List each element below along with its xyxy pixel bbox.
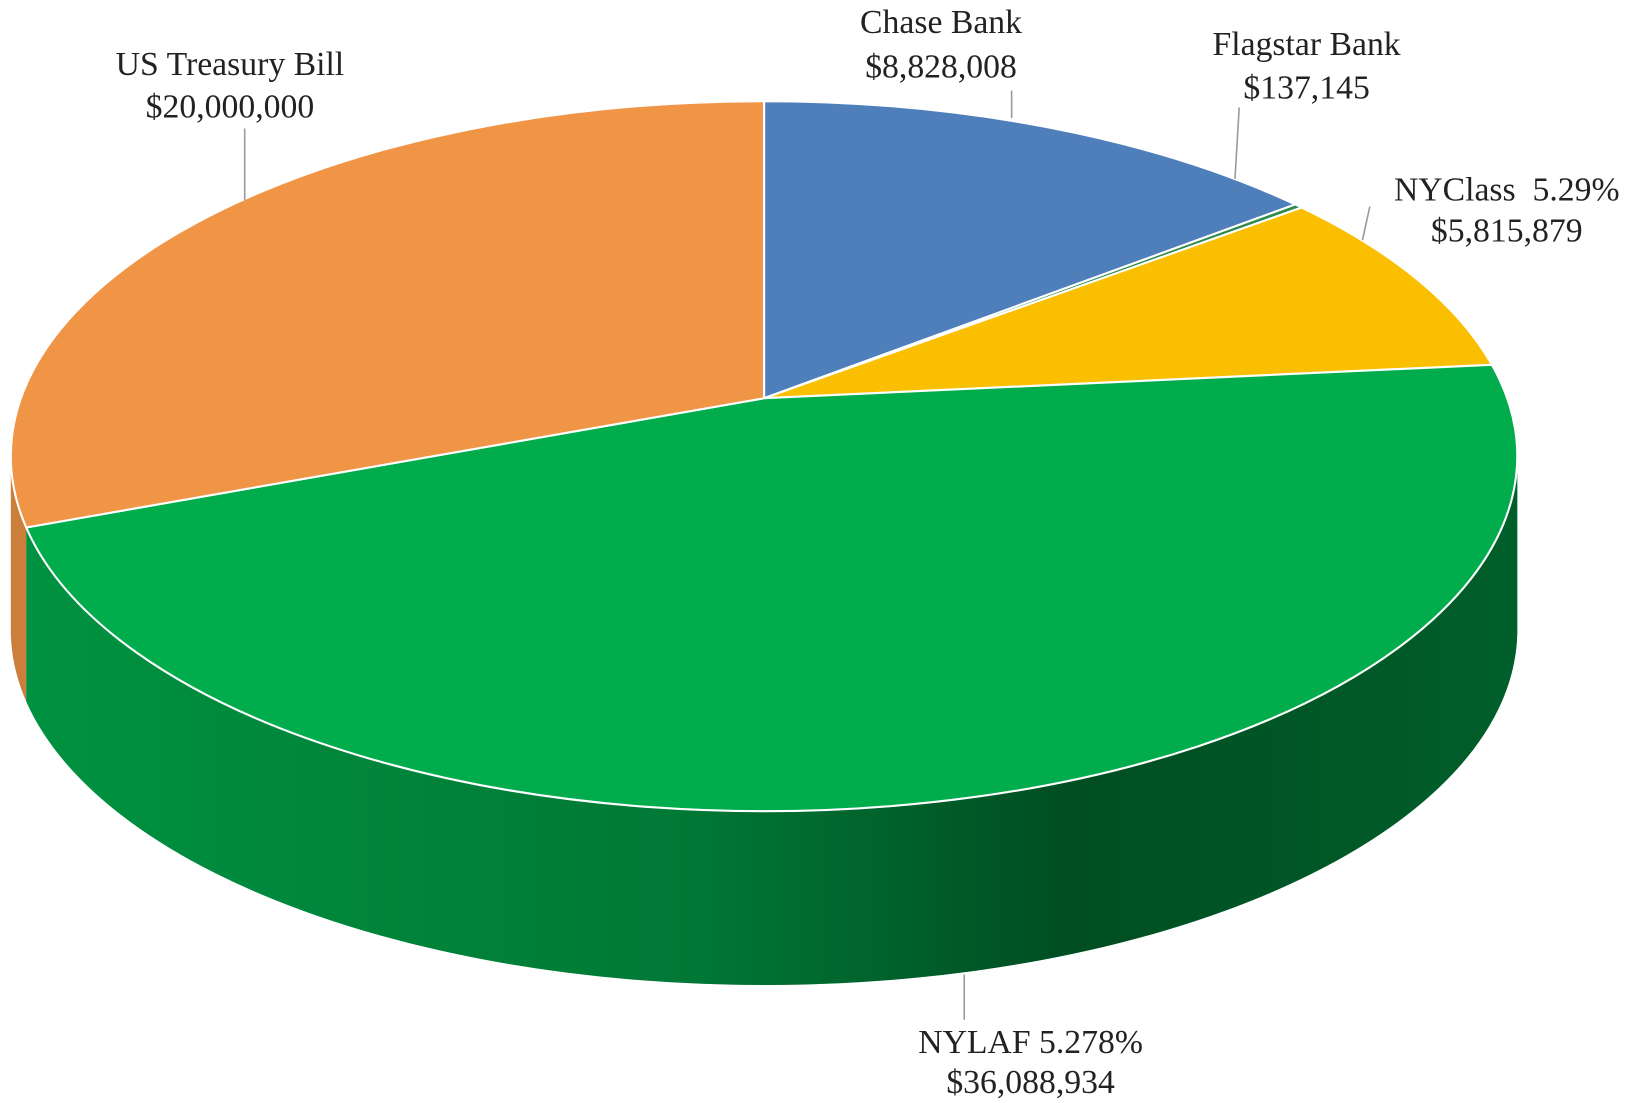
pie-slice [763, 100, 1297, 400]
labels: Chase Bank $8,828,008 Flagstar Bank $137,14… [116, 4, 1620, 1101]
category-label: NYClass 5.29% [1394, 172, 1620, 209]
wall-shade [10, 456, 1518, 986]
leader-line [1234, 107, 1240, 180]
pie-tops [9, 100, 1519, 813]
value-label: $137,145 [1243, 69, 1369, 106]
value-label: $8,828,008 [865, 48, 1017, 85]
category-label: US Treasury Bill [116, 46, 344, 83]
value-label: $20,000,000 [146, 88, 315, 125]
pie-walls [10, 456, 1518, 986]
pie-slice [763, 206, 1493, 400]
category-label: Chase Bank [860, 4, 1022, 41]
category-label: NYLAF 5.278% [918, 1024, 1143, 1061]
pie-slice [9, 100, 766, 529]
value-label: $36,088,934 [946, 1064, 1115, 1101]
value-label: $5,815,879 [1431, 213, 1583, 250]
pie-slice [25, 363, 1519, 813]
category-label: Flagstar Bank [1213, 26, 1401, 63]
leader-line [1361, 206, 1371, 241]
